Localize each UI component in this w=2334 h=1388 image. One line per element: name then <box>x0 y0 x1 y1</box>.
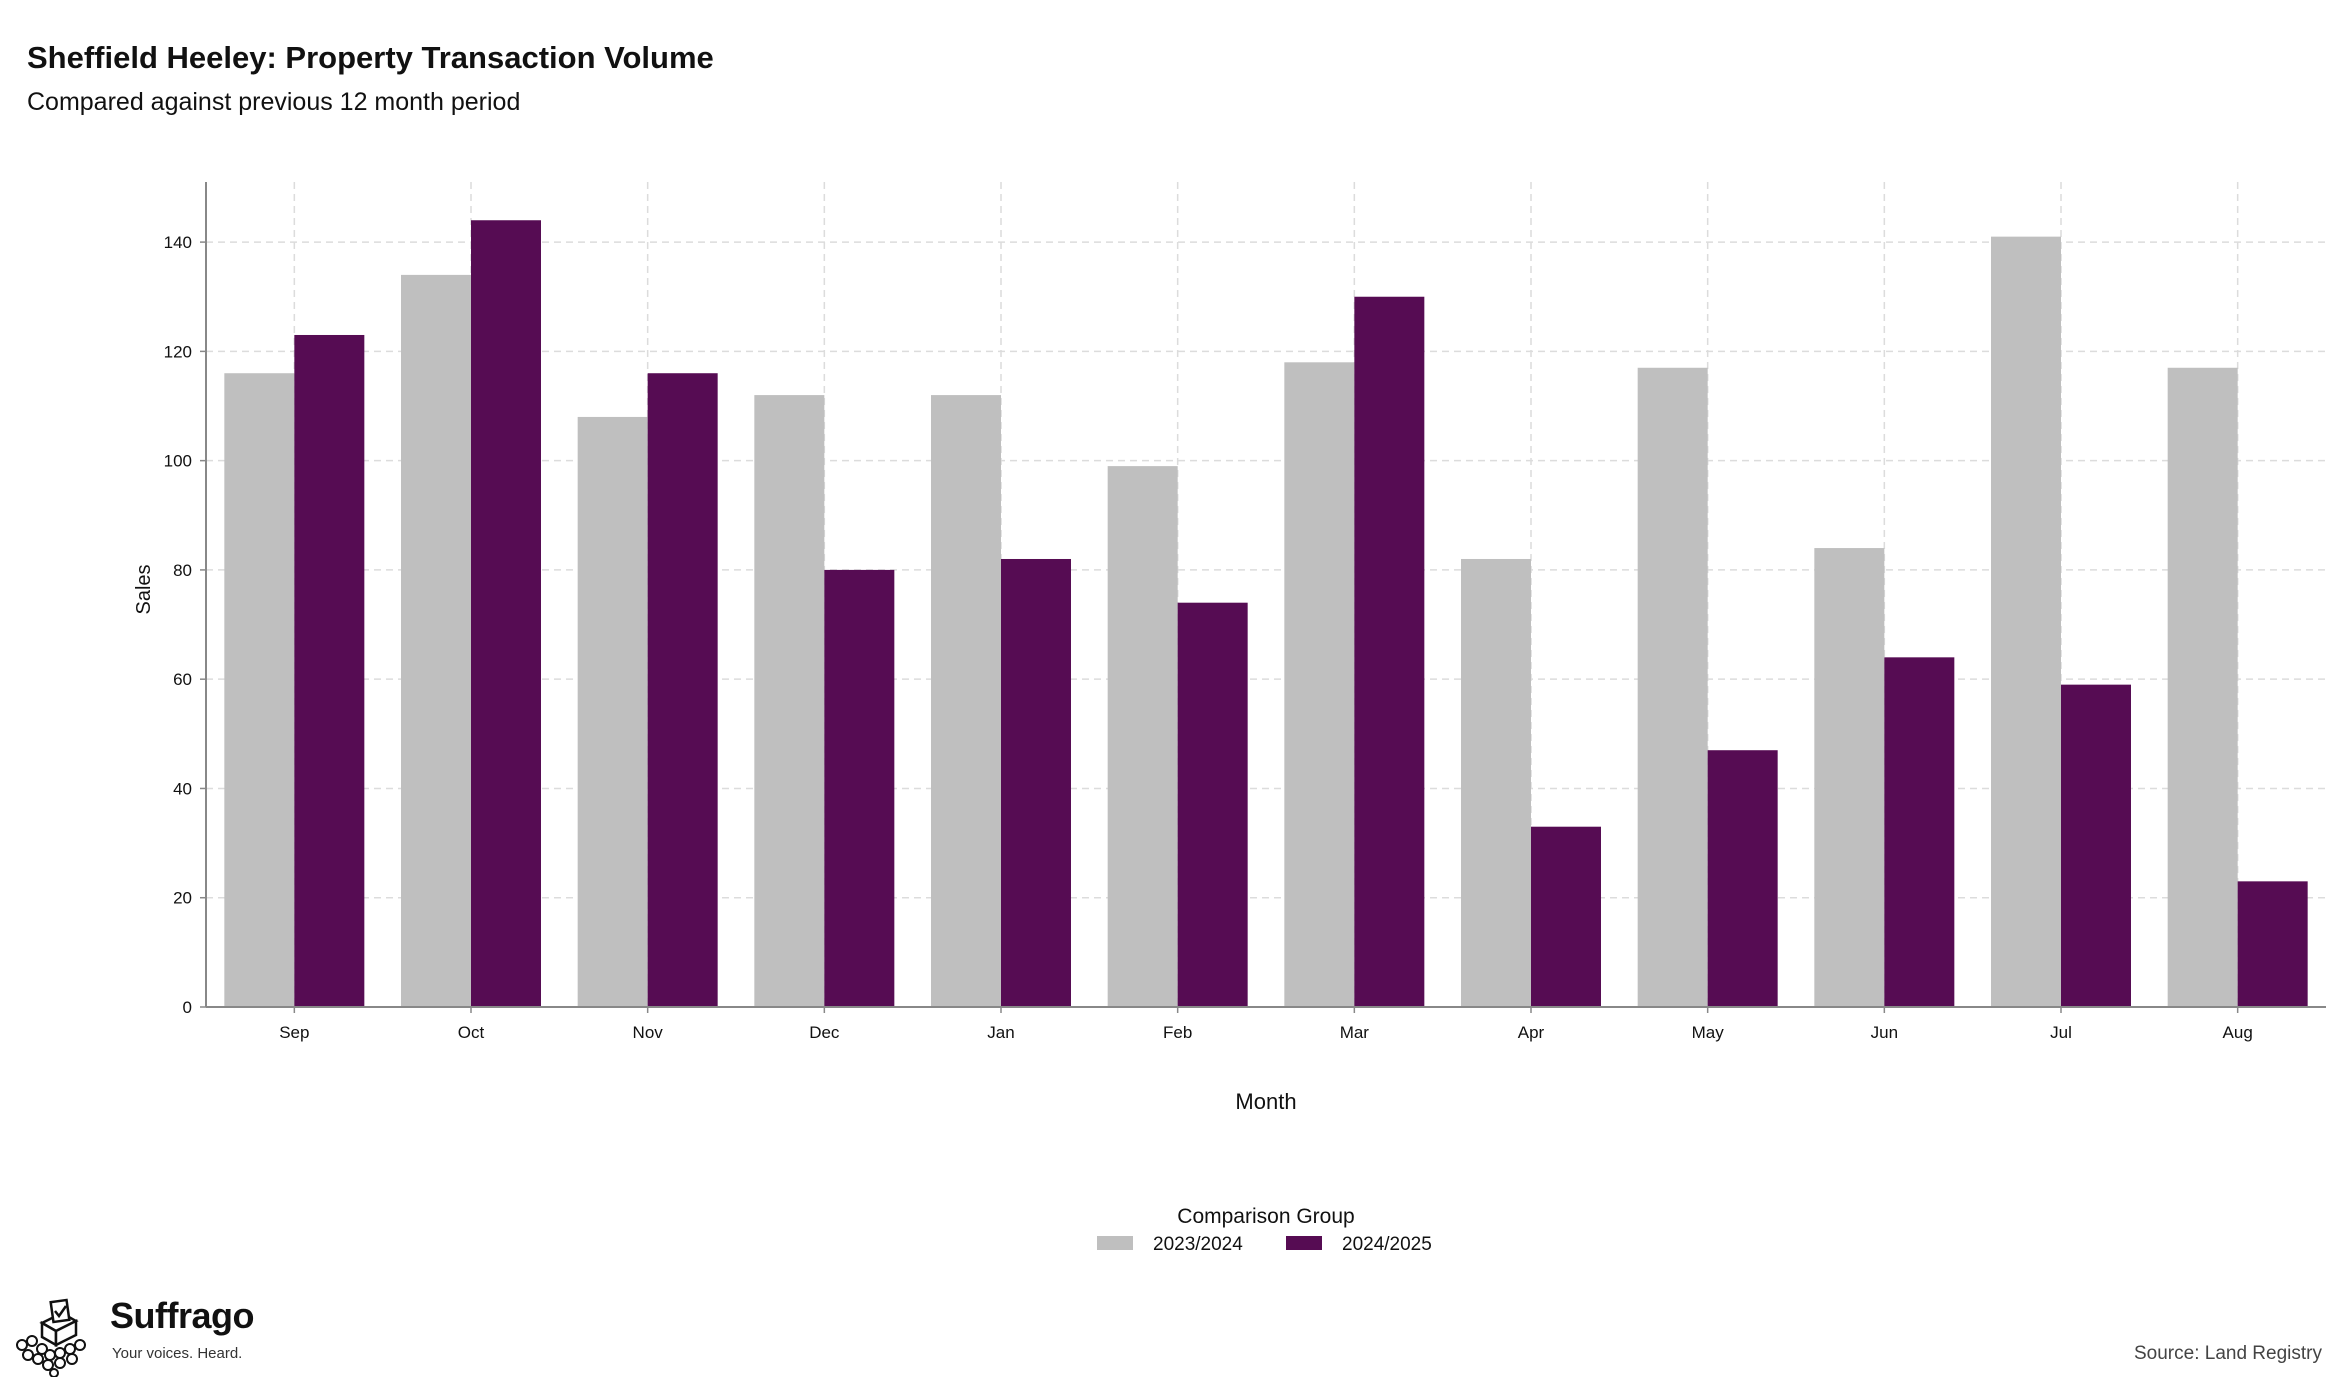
bar-2024-2025-mar <box>1354 296 1425 1007</box>
x-tick-label: Feb <box>1163 1023 1192 1042</box>
bar-2024-2025-oct <box>471 220 541 1008</box>
bar-2024-2025-jul <box>2061 684 2131 1007</box>
brand-tagline: Your voices. Heard. <box>112 1345 243 1362</box>
bar-chart: 0 20 40 60 80 100 120 140 Sep Oct Nov Dec Jan Feb Mar A… <box>133 182 2326 1255</box>
x-tick-label: Apr <box>1518 1023 1545 1042</box>
chart-title: Sheffield Heeley: Property Transaction V… <box>27 40 714 75</box>
x-tick-label: Aug <box>2223 1023 2253 1042</box>
bar-2024-2025-may <box>1707 750 1778 1007</box>
bar-2023-2024-jan <box>931 395 1001 1007</box>
bar-2023-2024-nov <box>577 416 648 1007</box>
y-tick-label: 80 <box>173 561 192 580</box>
bar-2024-2025-jun <box>1884 657 1955 1007</box>
y-tick-label: 140 <box>164 233 192 252</box>
legend-label: 2023/2024 <box>1153 1234 1243 1255</box>
bar-2024-2025-nov <box>647 373 718 1007</box>
source-note: Source: Land Registry <box>2134 1343 2322 1364</box>
legend-swatch <box>1286 1236 1322 1250</box>
bar-2024-2025-feb <box>1177 602 1248 1007</box>
bar-2023-2024-jun <box>1814 548 1885 1007</box>
x-tick-label: Mar <box>1340 1023 1370 1042</box>
bar-2023-2024-apr <box>1461 558 1531 1007</box>
chart-subtitle: Compared against previous 12 month perio… <box>27 88 521 116</box>
bar-2024-2025-sep <box>294 334 365 1008</box>
y-tick-label: 40 <box>173 779 192 798</box>
bar-2023-2024-jul <box>1991 236 2061 1008</box>
bar-2023-2024-dec <box>754 395 825 1007</box>
x-tick-label: Sep <box>279 1023 309 1042</box>
x-tick-label: Oct <box>458 1023 485 1042</box>
y-axis-title: Sales <box>133 564 155 614</box>
bar-2023-2024-mar <box>1284 362 1355 1008</box>
y-tick-label: 20 <box>173 889 192 908</box>
y-tick-label: 60 <box>173 670 192 689</box>
legend-title: Comparison Group <box>1177 1205 1354 1228</box>
bar-2023-2024-feb <box>1107 466 1178 1007</box>
legend-swatch <box>1097 1236 1133 1250</box>
bar-2023-2024-aug <box>2167 367 2238 1007</box>
bar-2023-2024-sep <box>224 373 295 1007</box>
x-tick-label: Jan <box>987 1023 1014 1042</box>
bar-2024-2025-apr <box>1531 826 1601 1007</box>
bar-2024-2025-aug <box>2237 881 2308 1007</box>
x-tick-label: Nov <box>633 1023 664 1042</box>
brand-logo: Suffrago Your voices. Heard. <box>14 1295 274 1377</box>
x-tick-label: Dec <box>809 1023 840 1042</box>
x-tick-label: Jul <box>2050 1023 2072 1042</box>
bar-2024-2025-dec <box>824 569 895 1007</box>
y-tick-label: 0 <box>183 998 192 1017</box>
y-tick-label: 100 <box>164 452 192 471</box>
legend-label: 2024/2025 <box>1342 1234 1432 1255</box>
x-tick-label: May <box>1692 1023 1725 1042</box>
bar-2023-2024-may <box>1637 367 1708 1007</box>
x-tick-label: Jun <box>1871 1023 1898 1042</box>
bar-2023-2024-oct <box>401 274 471 1007</box>
y-tick-label: 120 <box>164 342 192 361</box>
ballot-box-icon <box>16 1298 86 1377</box>
brand-name: Suffrago <box>110 1295 255 1336</box>
x-axis-title: Month <box>1235 1089 1296 1114</box>
bar-2024-2025-jan <box>1001 558 1071 1007</box>
